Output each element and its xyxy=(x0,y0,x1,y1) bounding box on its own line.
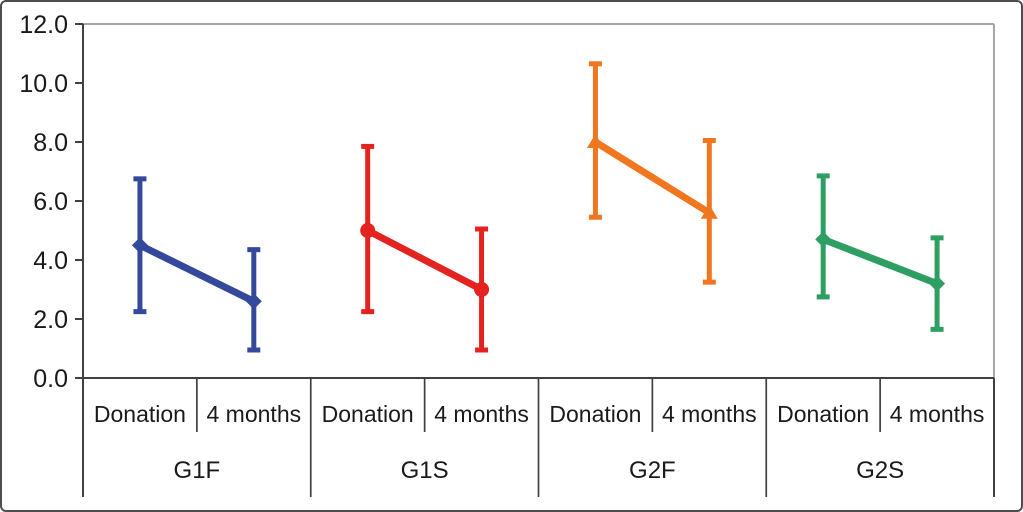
x-group-label: G2S xyxy=(856,457,904,484)
data-point-marker-triangle xyxy=(700,204,718,219)
error-bar-cap-bottom xyxy=(361,309,375,315)
y-axis-tick-label: 10.0 xyxy=(19,70,68,98)
x-category-label: Donation xyxy=(777,401,869,427)
x-group-label: G1S xyxy=(401,457,449,484)
error-bar-cap-top xyxy=(816,173,830,179)
error-bar-cap-bottom xyxy=(588,214,602,220)
error-bar-cap-bottom xyxy=(133,309,147,315)
y-axis-tick-label: 4.0 xyxy=(33,247,68,275)
data-point-marker-diamond xyxy=(929,275,946,292)
error-bar-cap-top xyxy=(247,247,261,253)
series-line-G1S xyxy=(366,227,484,293)
y-axis-tick-label: 0.0 xyxy=(33,365,68,393)
error-bar-cap-bottom xyxy=(930,326,944,332)
error-bar-cap-top xyxy=(930,235,944,241)
series-line-G2S xyxy=(821,236,939,287)
error-bar-cap-top xyxy=(475,226,489,232)
y-axis-tick-label: 12.0 xyxy=(19,11,68,39)
x-category-label: 4 months xyxy=(662,401,757,427)
y-axis-tick-label: 8.0 xyxy=(33,129,68,157)
error-bar-cap-bottom xyxy=(702,279,716,285)
error-bar-cap-top xyxy=(133,176,147,182)
error-bar-cap-top xyxy=(702,138,716,143)
y-axis-tick-label: 6.0 xyxy=(33,188,68,216)
x-category-label: 4 months xyxy=(890,401,985,427)
error-bar-cap-top xyxy=(361,143,375,149)
data-point-marker-diamond xyxy=(131,237,148,254)
error-bar-cap-bottom xyxy=(247,347,261,353)
x-category-label: 4 months xyxy=(207,401,302,427)
x-category-label: Donation xyxy=(94,401,186,427)
data-point-marker-circle xyxy=(360,223,376,238)
series-line-G1F xyxy=(138,242,256,305)
y-axis-tick-label: 2.0 xyxy=(33,306,68,334)
x-group-label: G2F xyxy=(629,457,676,484)
series-line-G2F xyxy=(593,139,712,216)
error-bar-cap-bottom xyxy=(816,294,830,300)
data-point-marker-diamond xyxy=(245,293,262,310)
data-point-marker-diamond xyxy=(815,231,832,248)
data-point-marker-triangle xyxy=(586,134,604,148)
error-bar-cap-bottom xyxy=(475,347,489,353)
x-category-label: 4 months xyxy=(434,401,529,427)
data-point-marker-circle xyxy=(474,282,490,297)
error-bar-cap-top xyxy=(588,61,602,67)
x-category-label: Donation xyxy=(549,401,641,427)
x-group-label: G1F xyxy=(174,457,221,484)
x-category-label: Donation xyxy=(322,401,414,427)
